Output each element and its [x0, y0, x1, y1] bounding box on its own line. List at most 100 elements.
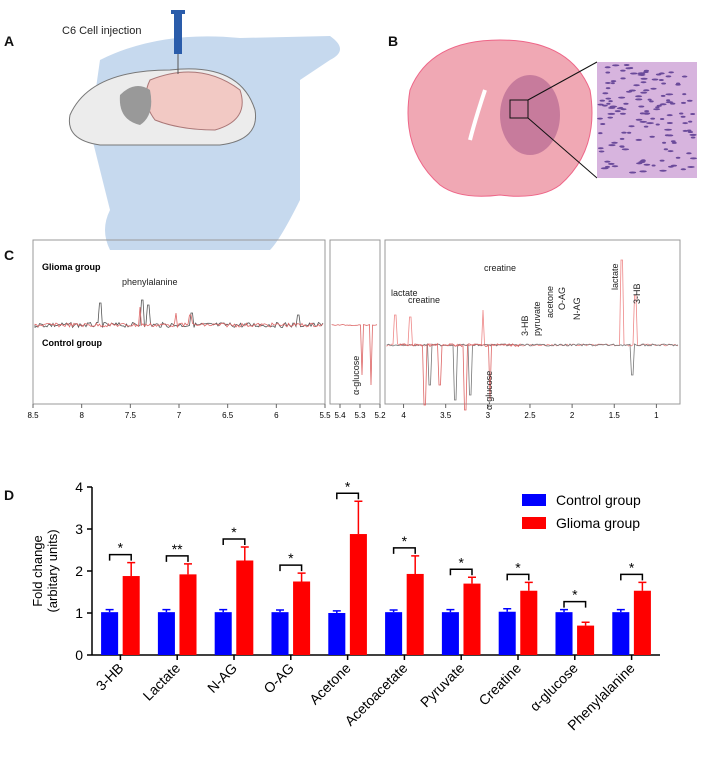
- x-tick-label: 2: [570, 411, 575, 420]
- legend-swatch: [522, 517, 546, 529]
- cell: [620, 69, 626, 72]
- bar: [520, 590, 538, 655]
- bar: [179, 574, 197, 655]
- cell: [667, 165, 674, 168]
- cell: [602, 92, 609, 95]
- significance-bracket: [506, 573, 530, 581]
- significance: *: [515, 559, 521, 575]
- bar: [349, 534, 367, 655]
- error-bar: [354, 500, 363, 535]
- cell: [643, 125, 649, 128]
- cell: [665, 101, 674, 104]
- panel-label: D: [4, 487, 14, 503]
- cell: [618, 96, 626, 99]
- cell: [639, 170, 647, 173]
- x-tick-label: 2.5: [524, 411, 536, 420]
- group-label: Control group: [42, 338, 102, 348]
- cell: [639, 120, 648, 123]
- cell: [625, 90, 633, 93]
- cell: [601, 104, 608, 107]
- cell: [607, 162, 615, 165]
- bar: [157, 612, 175, 655]
- cell: [635, 138, 643, 141]
- cell: [626, 131, 632, 134]
- legend-swatch: [522, 494, 546, 506]
- x-tick-label: 8.5: [27, 411, 39, 420]
- cell: [637, 73, 646, 76]
- y-tick-label: 3: [75, 521, 83, 537]
- significance: *: [572, 587, 578, 603]
- cell: [667, 150, 674, 153]
- error-bar: [389, 609, 398, 613]
- cell: [623, 102, 629, 105]
- cell: [666, 99, 671, 102]
- annotation: α-glucose: [484, 371, 494, 410]
- x-tick-label: 1.5: [609, 411, 621, 420]
- cell: [640, 91, 648, 94]
- cell: [607, 116, 614, 119]
- cell: [640, 81, 647, 84]
- cell: [641, 159, 646, 162]
- y-tick-label: 1: [75, 605, 83, 621]
- annotation: pyruvate: [532, 301, 542, 336]
- annotation: lactate: [391, 288, 418, 298]
- x-tick-label: 3-HB: [93, 660, 127, 694]
- cell: [598, 150, 605, 153]
- cell: [690, 157, 698, 160]
- error-bar: [332, 610, 341, 613]
- cell: [659, 103, 667, 106]
- error-bar: [524, 581, 533, 591]
- cell: [675, 83, 681, 86]
- cell: [650, 87, 657, 90]
- cell: [620, 77, 626, 80]
- cell: [681, 101, 686, 104]
- cell: [628, 125, 635, 128]
- bar: [577, 625, 595, 655]
- cell: [666, 122, 673, 125]
- x-tick-label: 1: [654, 411, 659, 420]
- y-axis-label: Fold change: [30, 535, 45, 607]
- significance: *: [458, 554, 464, 570]
- annotation: acetone: [545, 286, 555, 318]
- cell: [649, 100, 654, 103]
- cell: [690, 136, 696, 139]
- cell: [689, 133, 697, 136]
- cell: [651, 164, 656, 167]
- bar: [612, 612, 630, 655]
- cell: [686, 152, 692, 155]
- trace: [331, 323, 378, 386]
- significance: *: [288, 550, 294, 566]
- cell: [653, 108, 661, 111]
- x-tick-label: Creatine: [475, 660, 524, 709]
- significance-bracket: [620, 573, 644, 581]
- significance: *: [345, 478, 351, 494]
- trace: [399, 342, 521, 411]
- cell: [644, 110, 650, 113]
- cell: [635, 118, 643, 121]
- cell: [643, 112, 650, 115]
- cell: [604, 160, 611, 163]
- annotation: N-AG: [572, 298, 582, 321]
- significance-bracket: [222, 538, 246, 546]
- x-tick-label: Lactate: [140, 660, 184, 704]
- x-tick-label: N-AG: [204, 660, 240, 696]
- x-tick-label: 4: [401, 411, 406, 420]
- bar: [441, 612, 459, 655]
- error-bar: [616, 608, 625, 613]
- cell: [682, 129, 689, 132]
- cell: [610, 80, 617, 83]
- spectrum: 8.5 8 7.5 7 6.5 6 5.5 5.4 5.3 5.2 4 3.5 3 2.5 2 1.5 1: [27, 239, 681, 420]
- bar: [463, 583, 481, 655]
- cell: [669, 102, 676, 105]
- brain-section: [407, 39, 698, 197]
- cell: [621, 148, 630, 151]
- annotation: creatine: [408, 295, 440, 305]
- cell: [663, 148, 669, 151]
- bar: [555, 612, 573, 655]
- bar: [293, 581, 311, 655]
- cell: [655, 123, 660, 126]
- significance: *: [629, 559, 635, 575]
- x-tick-label: 5.5: [319, 411, 331, 420]
- cell: [655, 106, 660, 109]
